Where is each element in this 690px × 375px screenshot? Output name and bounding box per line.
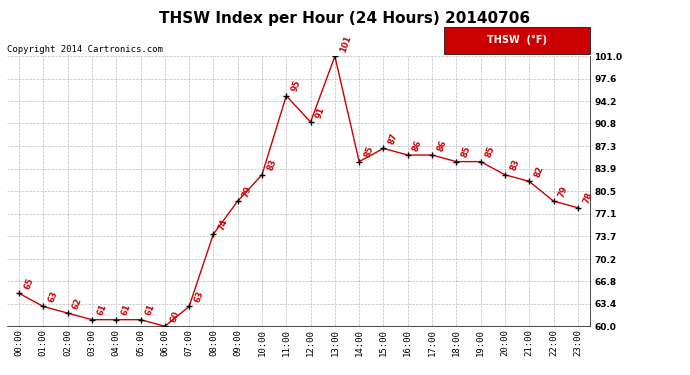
Text: 63: 63 xyxy=(47,290,59,304)
Text: 62: 62 xyxy=(71,296,83,310)
Text: 79: 79 xyxy=(241,184,254,198)
Text: 61: 61 xyxy=(120,303,132,317)
Text: 101: 101 xyxy=(339,34,353,54)
Text: 86: 86 xyxy=(411,138,424,152)
Text: 83: 83 xyxy=(509,158,521,172)
Text: 85: 85 xyxy=(363,145,375,159)
Text: THSW  (°F): THSW (°F) xyxy=(487,35,547,45)
Text: 82: 82 xyxy=(533,165,545,179)
Text: 86: 86 xyxy=(435,138,448,152)
Text: 61: 61 xyxy=(144,303,157,317)
Text: 78: 78 xyxy=(582,191,594,205)
Text: THSW Index per Hour (24 Hours) 20140706: THSW Index per Hour (24 Hours) 20140706 xyxy=(159,11,531,26)
Text: 95: 95 xyxy=(290,79,302,93)
Text: 85: 85 xyxy=(484,145,497,159)
Text: 83: 83 xyxy=(266,158,278,172)
Text: 60: 60 xyxy=(168,310,181,324)
Text: Copyright 2014 Cartronics.com: Copyright 2014 Cartronics.com xyxy=(7,45,163,54)
FancyBboxPatch shape xyxy=(444,27,590,54)
Text: 61: 61 xyxy=(96,303,108,317)
Text: 87: 87 xyxy=(387,132,400,146)
Text: 85: 85 xyxy=(460,145,473,159)
Text: 91: 91 xyxy=(314,105,326,120)
Text: 79: 79 xyxy=(557,184,569,198)
Text: 74: 74 xyxy=(217,217,230,231)
Text: 63: 63 xyxy=(193,290,205,304)
Text: 65: 65 xyxy=(23,277,35,291)
